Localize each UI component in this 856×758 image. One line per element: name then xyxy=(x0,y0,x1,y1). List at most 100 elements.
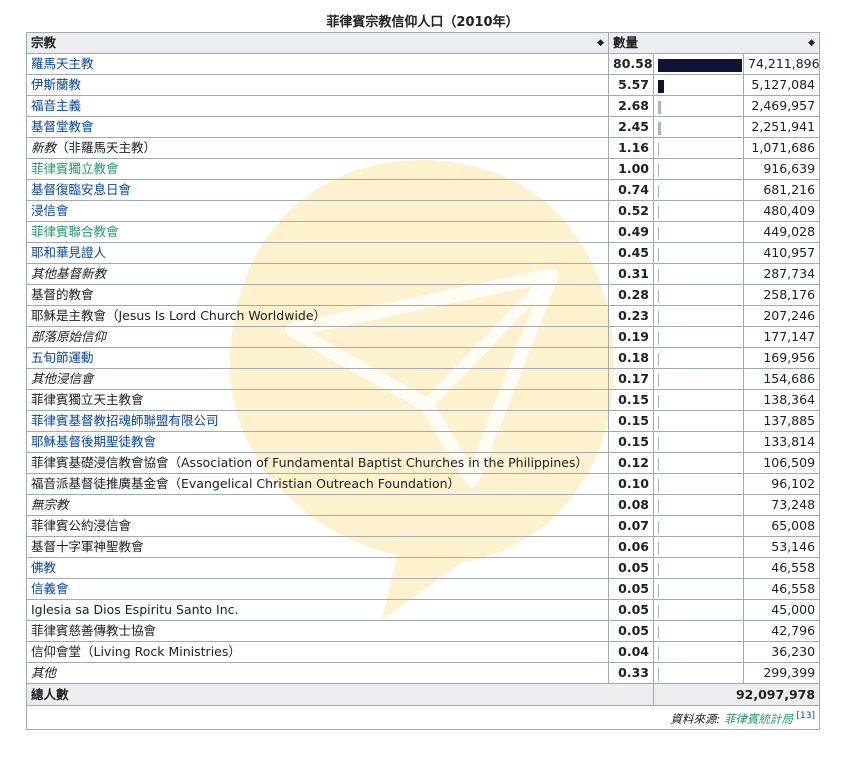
sort-arrows-icon[interactable]: ◆ xyxy=(808,38,816,48)
table-row: 菲律賓獨立天主教會 0.15 138,364 xyxy=(26,389,821,411)
count-cell: 1,071,686 xyxy=(742,137,821,159)
table-row: 伊斯蘭教 5.57 5,127,084 xyxy=(26,74,821,96)
percent-cell: 0.15 xyxy=(608,410,654,432)
count-cell: 207,246 xyxy=(742,305,821,327)
percent-cell: 0.05 xyxy=(608,599,654,621)
count-cell: 449,028 xyxy=(742,221,821,243)
percent-cell: 0.19 xyxy=(608,326,654,348)
count-cell: 42,796 xyxy=(742,620,821,642)
percent-cell: 0.05 xyxy=(608,557,654,579)
bar-cell xyxy=(653,389,744,411)
percent-cell: 1.16 xyxy=(608,137,654,159)
percent-bar xyxy=(658,248,659,261)
table-row: 菲律賓公約浸信會 0.07 65,008 xyxy=(26,515,821,537)
source-cell: 資料來源: 菲律賓統計局 [13] xyxy=(25,705,821,730)
religion-name[interactable]: 基督復臨安息日會 xyxy=(31,182,132,197)
table-row: 其他浸信會 0.17 154,686 xyxy=(26,368,821,390)
religion-cell: 部落原始信仰 xyxy=(26,326,609,348)
bar-cell xyxy=(653,557,744,579)
count-cell: 106,509 xyxy=(742,452,821,474)
religion-name[interactable]: 五旬節運動 xyxy=(31,350,94,365)
religion-name[interactable]: 福音主義 xyxy=(31,98,82,113)
percent-cell: 0.10 xyxy=(608,473,654,495)
bar-cell xyxy=(653,431,744,453)
percent-bar xyxy=(658,500,659,513)
percent-bar xyxy=(658,479,659,492)
table-header-row: 宗教 ◆ 數量 ◆ xyxy=(26,32,821,54)
religion-name: 信仰會堂（Living Rock Ministries） xyxy=(31,644,241,659)
reference-link[interactable]: [13] xyxy=(796,711,816,721)
table-row: 信義會 0.05 46,558 xyxy=(26,578,821,600)
percent-bar xyxy=(658,563,659,576)
sort-arrows-icon[interactable]: ◆ xyxy=(597,38,604,48)
percent-bar xyxy=(658,269,659,282)
table-row: 福音派基督徒推廣基金會（Evangelical Christian Outrea… xyxy=(26,473,821,495)
bar-cell xyxy=(653,662,744,684)
count-cell: 5,127,084 xyxy=(742,74,821,96)
count-cell: 96,102 xyxy=(742,473,821,495)
percent-bar xyxy=(658,59,742,72)
table-row: 無宗教 0.08 73,248 xyxy=(26,494,821,516)
source-link[interactable]: 菲律賓統計局 xyxy=(723,711,793,726)
religion-name: 其他 xyxy=(31,665,57,680)
percent-cell: 0.12 xyxy=(608,452,654,474)
percent-cell: 0.74 xyxy=(608,179,654,201)
total-row: 總人數 92,097,978 xyxy=(26,683,821,706)
religion-name: 菲律賓慈善傳教士協會 xyxy=(31,623,157,638)
table-row: Iglesia sa Dios Espiritu Santo Inc. 0.05 4… xyxy=(26,599,821,621)
religion-name[interactable]: 基督堂教會 xyxy=(31,119,94,134)
table-row: 菲律賓聯合教會 0.49 449,028 xyxy=(26,221,821,243)
table-row: 新教（非羅馬天主教） 1.16 1,071,686 xyxy=(26,137,821,159)
bar-cell xyxy=(653,347,744,369)
percent-cell: 5.57 xyxy=(608,74,654,96)
religion-name: 部落原始信仰 xyxy=(31,329,107,344)
table-row: 基督十字軍神聖教會 0.06 53,146 xyxy=(26,536,821,558)
table-row: 菲律賓慈善傳教士協會 0.05 42,796 xyxy=(26,620,821,642)
percent-cell: 0.06 xyxy=(608,536,654,558)
bar-cell xyxy=(653,536,744,558)
bar-cell xyxy=(653,599,744,621)
religion-name: Iglesia sa Dios Espiritu Santo Inc. xyxy=(31,602,239,617)
religion-name[interactable]: 菲律賓聯合教會 xyxy=(31,224,119,239)
religion-name[interactable]: 羅馬天主教 xyxy=(31,56,94,71)
bar-cell xyxy=(653,179,744,201)
percent-cell: 80.58 xyxy=(608,53,654,75)
religion-cell: 無宗教 xyxy=(26,494,609,516)
religion-name: 福音派基督徒推廣基金會（Evangelical Christian Outrea… xyxy=(31,476,461,491)
religion-name[interactable]: 佛教 xyxy=(31,560,57,575)
religion-name[interactable]: 菲律賓獨立教會 xyxy=(31,161,119,176)
bar-cell xyxy=(653,158,744,180)
percent-bar xyxy=(658,206,659,219)
religion-name[interactable]: 浸信會 xyxy=(31,203,69,218)
table-body: 羅馬天主教 80.58 74,211,896 伊斯蘭教 5.57 5,127,084 福音主… xyxy=(26,53,821,684)
percent-bar xyxy=(658,101,661,114)
percent-cell: 0.45 xyxy=(608,242,654,264)
religion-name-suffix: （非羅馬天主教） xyxy=(56,140,157,155)
religion-name: 無宗教 xyxy=(31,497,69,512)
percent-bar xyxy=(658,290,659,303)
percent-cell: 2.45 xyxy=(608,116,654,138)
percent-bar xyxy=(658,143,660,156)
religion-name[interactable]: 耶穌基督後期聖徒教會 xyxy=(31,434,157,449)
religion-cell: 五旬節運動 xyxy=(26,347,609,369)
table-row: 羅馬天主教 80.58 74,211,896 xyxy=(26,53,821,75)
percent-cell: 0.28 xyxy=(608,284,654,306)
religion-name[interactable]: 信義會 xyxy=(31,581,69,596)
bar-cell xyxy=(653,263,744,285)
bar-cell xyxy=(653,368,744,390)
percent-cell: 0.18 xyxy=(608,347,654,369)
table-row: 其他 0.33 299,399 xyxy=(26,662,821,684)
religion-name[interactable]: 耶和華見證人 xyxy=(31,245,107,260)
table-row: 耶和華見證人 0.45 410,957 xyxy=(26,242,821,264)
percent-cell: 0.33 xyxy=(608,662,654,684)
religion-cell: 基督的教會 xyxy=(26,284,609,306)
religion-name: 基督十字軍神聖教會 xyxy=(31,539,144,554)
religion-column-header[interactable]: 宗教 ◆ xyxy=(26,32,609,54)
religion-name[interactable]: 伊斯蘭教 xyxy=(31,77,82,92)
count-column-header[interactable]: 數量 ◆ xyxy=(607,32,821,54)
religion-name[interactable]: 菲律賓基督教招魂師聯盟有限公司 xyxy=(31,413,219,428)
religion-cell: 浸信會 xyxy=(26,200,609,222)
table-row: 基督堂教會 2.45 2,251,941 xyxy=(26,116,821,138)
percent-cell: 0.08 xyxy=(608,494,654,516)
percent-bar xyxy=(658,542,659,555)
